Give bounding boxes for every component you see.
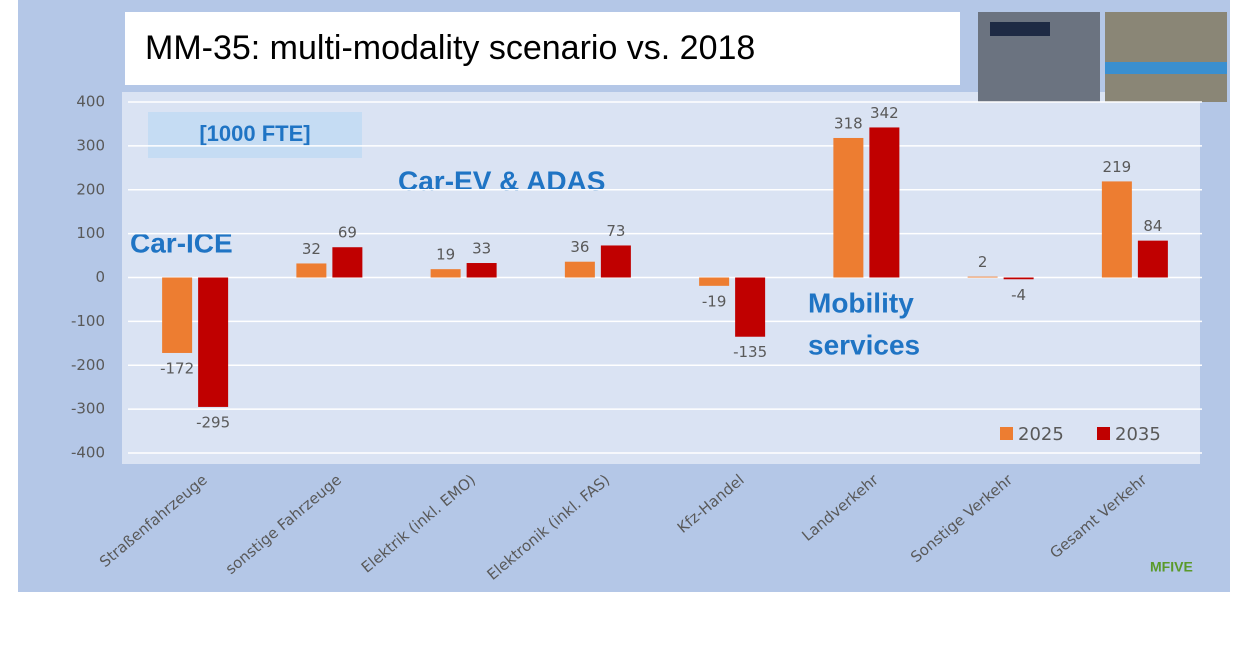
y-tick-label: 300: [76, 136, 105, 154]
photo-bikes: [1105, 12, 1227, 102]
legend-swatch: [1000, 427, 1013, 440]
value-label: 219: [1103, 158, 1132, 176]
value-label: -4: [1011, 286, 1026, 304]
bar: [1004, 278, 1034, 280]
value-label: 36: [570, 238, 589, 256]
y-tick-label: 100: [76, 224, 105, 242]
value-label: -172: [160, 359, 194, 377]
value-label: 73: [606, 222, 625, 240]
legend-swatch: [1097, 427, 1110, 440]
bar: [431, 269, 461, 277]
value-label: 69: [338, 224, 357, 242]
value-label: 2: [978, 253, 988, 271]
value-label: 342: [870, 104, 899, 122]
logo: MFIVE: [1150, 559, 1193, 575]
bar: [332, 247, 362, 277]
bar: [565, 262, 595, 278]
bar: [735, 278, 765, 337]
y-tick-label: -200: [71, 356, 105, 374]
y-tick-label: 0: [95, 268, 105, 286]
y-tick-label: -300: [71, 400, 105, 418]
bar: [162, 278, 192, 353]
value-label: 32: [302, 240, 321, 258]
y-tick-label: 200: [76, 180, 105, 198]
y-tick-label: 400: [76, 93, 105, 111]
y-tick-label: -400: [71, 444, 105, 462]
bar: [467, 263, 497, 277]
unit-label: [1000 FTE]: [199, 121, 310, 146]
bar: [1138, 241, 1168, 278]
bar: [1102, 181, 1132, 277]
bar: [833, 138, 863, 278]
bar: [601, 245, 631, 277]
value-label: 19: [436, 246, 455, 264]
bar: [968, 277, 998, 278]
chart: MM-35: multi-modality scenario vs. 2018 …: [0, 0, 1234, 648]
value-label: -19: [702, 292, 727, 310]
value-label: 318: [834, 114, 863, 132]
annotation: services: [808, 329, 920, 360]
annotation: Car-ICE: [130, 227, 233, 258]
chart-title: MM-35: multi-modality scenario vs. 2018: [145, 29, 755, 67]
bar: [198, 278, 228, 407]
value-label: -135: [733, 343, 767, 361]
y-tick-label: -100: [71, 312, 105, 330]
value-label: -295: [196, 413, 230, 431]
bar: [869, 127, 899, 277]
photo-bikes-rack: [1105, 62, 1227, 74]
value-label: 33: [472, 240, 491, 258]
value-label: 84: [1143, 217, 1162, 235]
legend-label: 2025: [1018, 424, 1064, 445]
photo-station-sign: [990, 22, 1050, 36]
bar: [699, 278, 729, 286]
bar: [296, 263, 326, 277]
legend-label: 2035: [1115, 424, 1161, 445]
annotation: Mobility: [808, 287, 914, 318]
annotation: Car-EV & ADAS: [398, 165, 605, 196]
